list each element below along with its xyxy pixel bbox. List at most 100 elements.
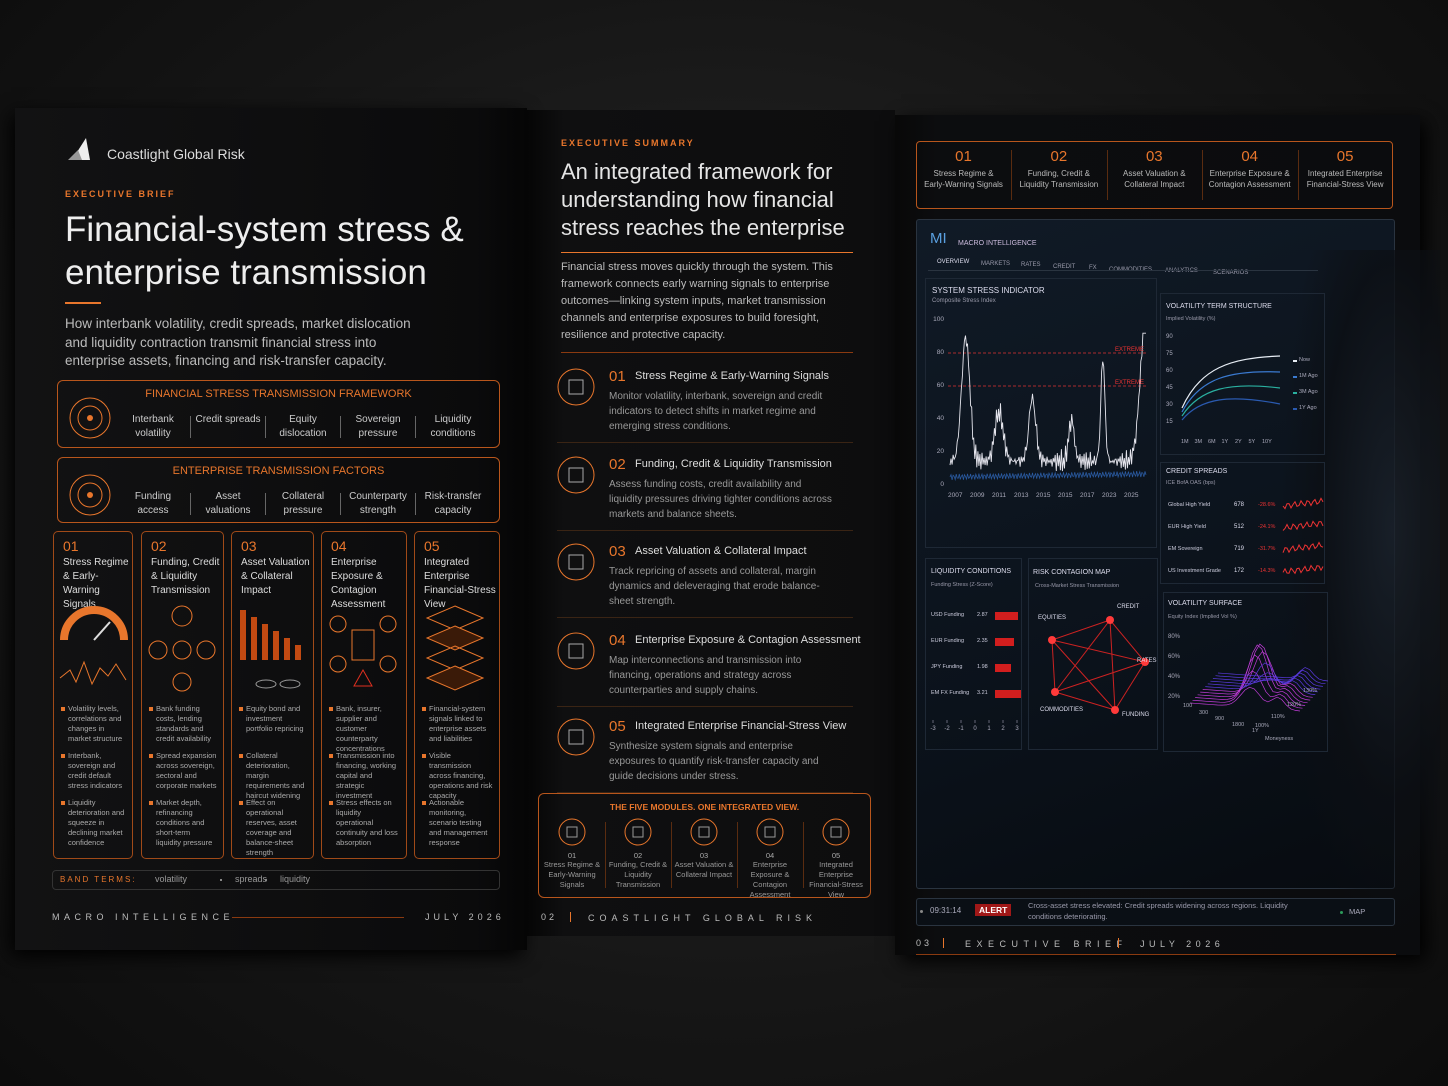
term-curve [1181, 385, 1281, 417]
tab-number: 03 [1145, 148, 1163, 165]
nav-tab[interactable]: COMMODITIES [1109, 267, 1152, 273]
nav-tab[interactable]: OVERVIEW [937, 259, 970, 265]
nav-tab[interactable]: SCENARIOS [1213, 269, 1249, 276]
module-card [53, 531, 133, 859]
module-title: Funding, Credit & Liquidity Transmission [635, 458, 832, 470]
panel [925, 558, 1022, 750]
spread-sparkline [1282, 541, 1324, 554]
card-illustration [425, 605, 485, 691]
divider [190, 493, 191, 515]
panel-subtitle: Equity Index (Implied Vol %) [1168, 614, 1237, 620]
module-number: 04 [609, 632, 626, 649]
banner-number: 05 [831, 851, 841, 860]
icon-glyph [568, 729, 584, 745]
factors-item: Collateral pressure [281, 491, 325, 516]
nav-tab[interactable]: CREDIT [1053, 263, 1076, 270]
factors-item: Funding access [134, 491, 172, 516]
banner-title: THE FIVE MODULES. ONE INTEGRATED VIEW. [609, 802, 800, 812]
bullet [149, 801, 153, 805]
bullet [239, 754, 243, 758]
divider [1011, 150, 1013, 200]
panel-subtitle: Implied Volatility (%) [1166, 316, 1216, 322]
liquidity-bar [995, 664, 1011, 672]
module-divider [557, 530, 853, 531]
nav-tab[interactable]: ANALYTICS [1165, 268, 1198, 274]
layer [425, 665, 485, 691]
bullet [422, 754, 426, 758]
building [351, 629, 375, 661]
nav-tab[interactable]: FX [1089, 265, 1097, 271]
page-title: Financial-system stress & enterprise tra… [65, 210, 464, 292]
brand-name: Coastlight Global Risk [107, 146, 245, 162]
node-label: RATES [1137, 658, 1157, 664]
card-bullet: Market depth, refinancing conditions and… [156, 798, 213, 847]
logo-shade [68, 150, 82, 160]
legend-dot [1293, 408, 1297, 410]
footer-bar [570, 912, 571, 922]
bullet [329, 754, 333, 758]
icon-ring [557, 543, 595, 581]
icon-dot [87, 415, 93, 421]
nav-tab[interactable]: MARKETS [981, 260, 1011, 267]
module-icon [557, 718, 595, 756]
y-tick-label: 40 [936, 415, 944, 422]
module-desc: Monitor volatility, interbank, sovereign… [609, 391, 823, 432]
legend-label: 1M Ago [1299, 373, 1318, 379]
node [329, 655, 347, 673]
bullet [149, 754, 153, 758]
spread-name: EM Sovereign [1168, 546, 1203, 552]
axis-title: Moneyness [1265, 736, 1294, 742]
node-label: COMMODITIES [1040, 707, 1083, 713]
kicker: EXECUTIVE SUMMARY [561, 138, 695, 148]
card-bullet: Visible transmission across financing, o… [429, 751, 493, 800]
bullet [329, 801, 333, 805]
icon-ring [756, 818, 784, 846]
card-bullet: Equity bond and investment portfolio rep… [246, 704, 304, 733]
x-tick-label: 2013 [1014, 492, 1029, 499]
y-tick-label: 20 [936, 448, 944, 455]
icon-ring [557, 718, 595, 756]
module-card [414, 531, 500, 859]
surface-mesh [1217, 667, 1329, 682]
kicker: EXECUTIVE BRIEF [65, 189, 176, 199]
band-term: spreads [235, 874, 268, 884]
bullet [239, 801, 243, 805]
card-bullet: Volatility levels, correlations and chan… [68, 704, 123, 743]
card-title: Funding, Credit & Liquidity Transmission [151, 557, 220, 596]
x-tick-label: 2015 [1058, 492, 1073, 499]
tab-label: Integrated Enterprise Financial-Stress V… [1306, 169, 1384, 189]
tab-number: 02 [1050, 148, 1068, 165]
decline-bar [240, 610, 246, 660]
icon-glyph [566, 826, 578, 838]
liquidity-name: USD Funding [931, 612, 965, 618]
status-dot [920, 910, 923, 913]
card-bullet: Stress effects on liquidity operational … [336, 798, 398, 847]
nav-tab[interactable]: RATES [1021, 262, 1041, 268]
module-title: Integrated Enterprise Financial-Stress V… [635, 720, 847, 732]
card-bullet: Bank funding costs, lending standards an… [156, 704, 212, 743]
left-page [15, 108, 527, 950]
module-desc: Synthesize system signals and enterprise… [609, 741, 819, 782]
module-icon [557, 456, 595, 494]
y-tick-label: 45 [1166, 385, 1173, 391]
card-number: 04 [331, 538, 347, 554]
icon-ring [77, 482, 103, 508]
surface-mesh [1200, 643, 1311, 701]
panel [1028, 558, 1158, 750]
node [379, 655, 397, 673]
gauge [60, 606, 128, 641]
spread-value: 172 [1234, 568, 1245, 574]
divider [1202, 150, 1204, 200]
y-tick-label: 100 [933, 316, 944, 323]
icon-ring [624, 818, 652, 846]
y-tick-label: 15 [1166, 419, 1173, 425]
factors-title: ENTERPRISE TRANSMISSION FACTORS [172, 465, 385, 477]
surface-mesh [1205, 662, 1316, 695]
x-tick-label: 900 [1215, 716, 1225, 722]
map-link[interactable]: MAP [1349, 907, 1366, 916]
footer-bar [1118, 938, 1119, 948]
x-tick-label: 2009 [970, 492, 985, 499]
icon-glyph [568, 643, 584, 659]
banner-box [538, 793, 871, 898]
band-box [52, 870, 500, 890]
